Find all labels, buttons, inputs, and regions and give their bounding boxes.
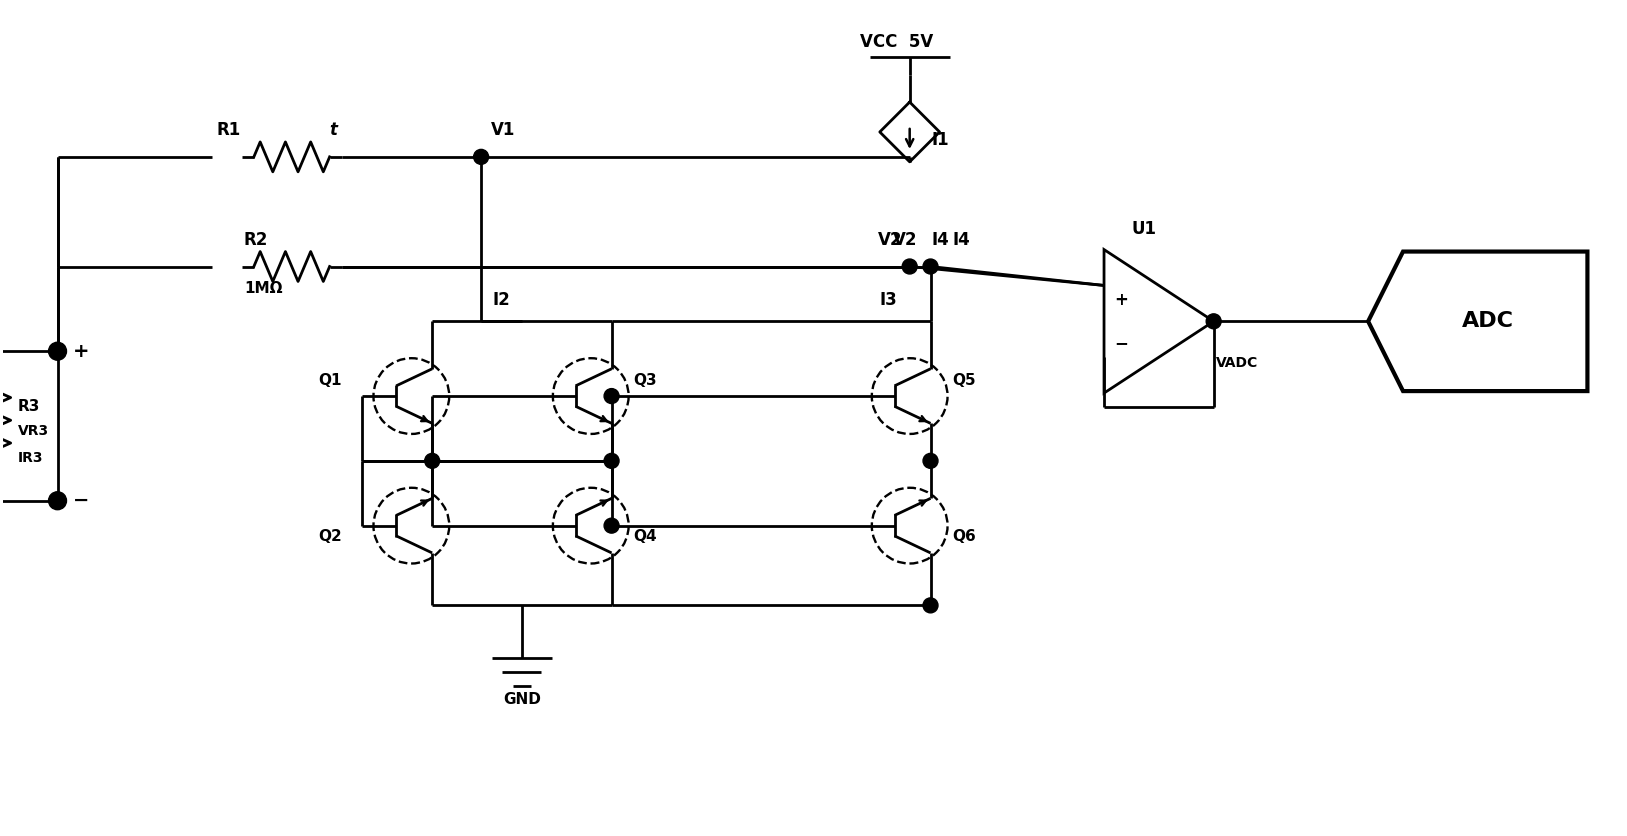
Text: I1: I1 <box>932 131 949 149</box>
Text: VR3: VR3 <box>18 424 49 438</box>
Circle shape <box>923 598 939 613</box>
Text: IR3: IR3 <box>18 451 44 465</box>
Circle shape <box>604 453 618 468</box>
Text: Q1: Q1 <box>319 373 342 388</box>
Circle shape <box>49 342 67 360</box>
Text: U1: U1 <box>1131 220 1157 237</box>
Text: I3: I3 <box>880 292 898 309</box>
Text: +: + <box>73 342 89 360</box>
Text: V2: V2 <box>893 231 918 248</box>
Text: I2: I2 <box>491 292 509 309</box>
Circle shape <box>473 150 488 165</box>
Text: R3: R3 <box>18 399 41 414</box>
Text: Q3: Q3 <box>633 373 657 388</box>
Circle shape <box>923 259 939 274</box>
Circle shape <box>604 389 618 404</box>
Text: R2: R2 <box>244 231 268 248</box>
Text: I4: I4 <box>932 231 950 248</box>
Text: VCC  5V: VCC 5V <box>859 33 934 51</box>
Circle shape <box>903 259 918 274</box>
Text: I4: I4 <box>952 231 970 248</box>
Text: VADC: VADC <box>1215 356 1258 370</box>
Text: V2: V2 <box>879 231 903 248</box>
Text: Q4: Q4 <box>633 528 657 543</box>
Text: Q2: Q2 <box>319 528 342 543</box>
Text: Q5: Q5 <box>952 373 976 388</box>
Circle shape <box>923 453 939 468</box>
Circle shape <box>604 518 618 533</box>
Text: V1: V1 <box>491 121 516 139</box>
Text: Q6: Q6 <box>952 528 976 543</box>
Text: R1: R1 <box>216 121 241 139</box>
Circle shape <box>425 453 439 468</box>
Circle shape <box>1206 314 1222 329</box>
Circle shape <box>49 492 67 510</box>
Text: GND: GND <box>503 692 540 707</box>
Text: 1MΩ: 1MΩ <box>244 282 283 297</box>
Text: −: − <box>1114 334 1128 352</box>
Text: ADC: ADC <box>1461 311 1513 331</box>
Text: +: + <box>1114 291 1128 308</box>
Text: t: t <box>330 121 338 139</box>
Text: −: − <box>73 492 89 510</box>
